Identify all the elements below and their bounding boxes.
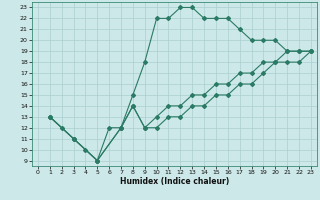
X-axis label: Humidex (Indice chaleur): Humidex (Indice chaleur)	[120, 177, 229, 186]
